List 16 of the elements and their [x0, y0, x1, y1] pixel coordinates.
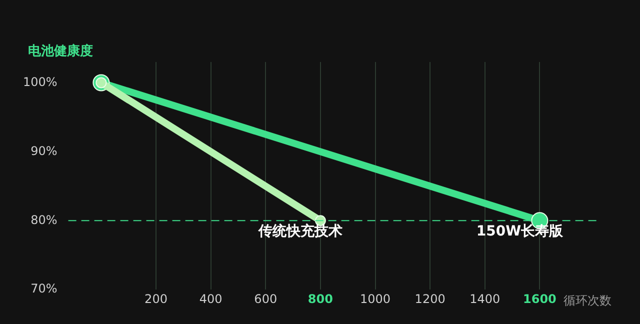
series-label: 150W长寿版: [476, 223, 564, 240]
x-tick-label: 200: [144, 292, 168, 306]
x-tick-label: 1400: [470, 292, 500, 306]
y-tick-label: 80%: [30, 212, 58, 227]
x-tick-label: 600: [254, 292, 278, 306]
y-tick-label: 100%: [22, 74, 58, 89]
x-tick-label: 1200: [414, 292, 446, 306]
x-tick-label: 800: [308, 292, 333, 306]
y-tick-label: 90%: [30, 144, 58, 158]
x-tick-label: 400: [199, 292, 222, 306]
x-tick-label: 1600: [523, 292, 556, 306]
series-label: 传统快充技术: [257, 222, 342, 240]
x-axis-title: 循环次数: [564, 294, 612, 308]
x-tick-label: 1000: [360, 292, 391, 306]
y-tick-label: 70%: [30, 282, 58, 296]
y-axis-title: 电池健康度: [28, 42, 93, 59]
